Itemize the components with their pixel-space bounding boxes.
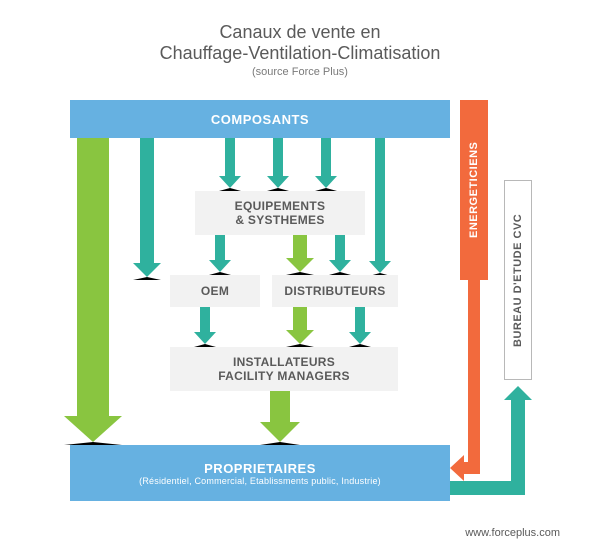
arrow bbox=[219, 138, 241, 191]
arrow bbox=[133, 138, 161, 280]
arrow bbox=[209, 235, 231, 275]
title-line-1: Canaux de vente en bbox=[0, 22, 600, 43]
arrow-head bbox=[504, 386, 532, 400]
arrow bbox=[64, 138, 122, 445]
title-line-2: Chauffage-Ventilation-Climatisation bbox=[0, 43, 600, 64]
arrow bbox=[286, 235, 314, 275]
diagram-canvas: { "canvas": { "width": 600, "height": 55… bbox=[0, 0, 600, 553]
footer-url: www.forceplus.com bbox=[465, 527, 560, 539]
arrow bbox=[468, 280, 480, 474]
arrow bbox=[267, 138, 289, 191]
arrow bbox=[315, 138, 337, 191]
box-oem: OEM bbox=[170, 275, 260, 307]
arrow bbox=[369, 138, 391, 276]
box-proprietaires-label: PROPRIETAIRES bbox=[204, 461, 316, 476]
arrow bbox=[194, 307, 216, 347]
box-distributeurs: DISTRIBUTEURS bbox=[272, 275, 398, 307]
arrow bbox=[464, 462, 480, 474]
box-composants: COMPOSANTS bbox=[70, 100, 450, 138]
box-bureau-etude: BUREAU D'ETUDE CVC bbox=[504, 180, 532, 380]
box-equipements: EQUIPEMENTS& SYSTHEMES bbox=[195, 191, 365, 235]
box-installateurs: INSTALLATEURSFACILITY MANAGERS bbox=[170, 347, 398, 391]
box-proprietaires-sub: (Résidentiel, Commercial, Etablissments … bbox=[139, 476, 381, 486]
title-subtitle: (source Force Plus) bbox=[0, 66, 600, 78]
arrow bbox=[260, 391, 300, 445]
arrow bbox=[349, 307, 371, 347]
title-block: Canaux de vente en Chauffage-Ventilation… bbox=[0, 0, 600, 78]
arrow-head bbox=[450, 455, 464, 481]
box-proprietaires: PROPRIETAIRES (Résidentiel, Commercial, … bbox=[70, 445, 450, 501]
box-energeticiens: ENERGETICIENS bbox=[460, 100, 488, 280]
arrow bbox=[329, 235, 351, 275]
arrow bbox=[286, 307, 314, 347]
arrow bbox=[511, 400, 525, 495]
